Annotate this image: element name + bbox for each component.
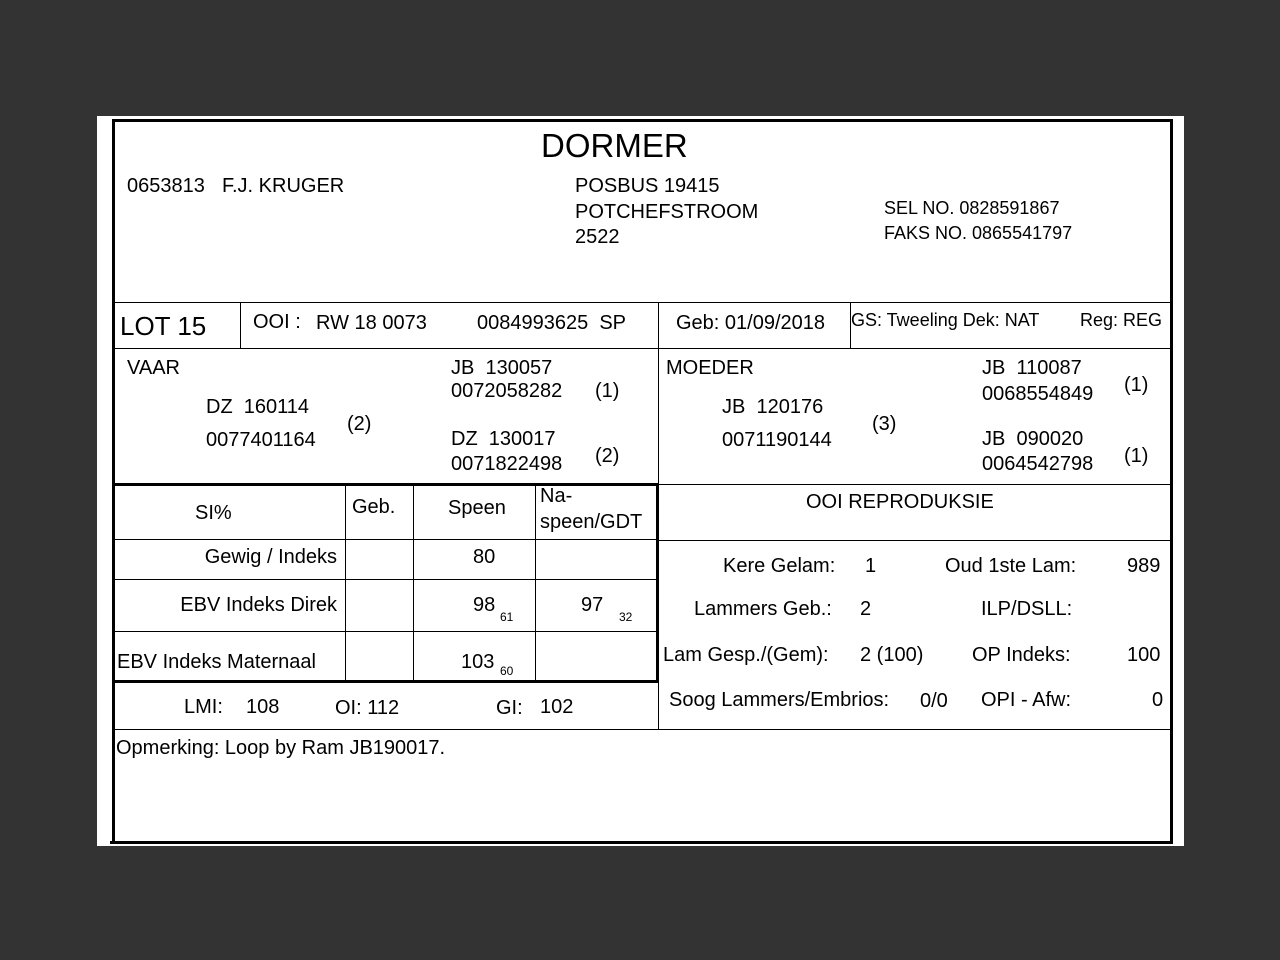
paternal-granddam-number: 0071822498 [451,453,563,475]
opi-value: 0 [1152,689,1164,711]
maternal-granddam-id: JB 090020 [982,428,1084,450]
speen-accuracy: 61 [500,610,514,624]
opi-label: OPI - Afw: [981,689,1072,711]
oud-label: Oud 1ste Lam: [945,555,1077,577]
op-label: OP Indeks: [972,644,1071,666]
soog-value: 0/0 [920,690,948,712]
kere-value: 1 [865,555,877,577]
paternal-grandsire-id: JB 130057 [451,357,553,379]
breeder-number: 0653813 [127,175,205,197]
divider [658,302,659,484]
divider [240,302,241,348]
birth-status: GS: Tweeling Dek: NAT [851,310,1040,330]
border-top [112,119,1173,122]
ilp-label: ILP/DSLL: [981,598,1073,620]
divider [113,729,1172,730]
sire-id: DZ 160114 [206,396,310,418]
paternal-granddam-count: (2) [595,445,620,467]
maternal-grandsire-number: 0068554849 [982,383,1094,405]
moeder-label: MOEDER [666,357,754,379]
maternal-granddam-number: 0064542798 [982,453,1094,475]
oud-value: 989 [1127,555,1161,577]
sire-count: (2) [347,413,372,435]
divider [659,484,1172,485]
oi-value: OI: 112 [335,697,400,719]
speen-header: Speen [448,497,506,519]
paternal-grandsire-count: (1) [595,380,620,402]
birth-date: Geb: 01/09/2018 [676,312,826,334]
ooi-reg-number: 0084993625 SP [477,312,627,334]
lammers-label: Lammers Geb.: [694,598,832,620]
cell-number: SEL NO. 0828591867 [884,198,1060,218]
op-value: 100 [1127,644,1161,666]
divider [113,348,1172,349]
paternal-grandsire-number: 0072058282 [451,380,563,402]
dam-id: JB 120176 [722,396,824,418]
address-line: POSBUS 19415 [575,175,720,197]
registration: Reg: REG [1080,310,1163,330]
divider [113,483,659,486]
divider [113,579,659,580]
speen-value: 98 [473,594,496,616]
ooi-id: RW 18 0073 [316,312,427,334]
si-header: SI% [195,502,232,524]
gi-value: 102 [540,696,574,718]
dam-count: (3) [872,413,897,435]
divider [113,539,659,540]
repro-title: OOI REPRODUKSIE [806,491,994,513]
border-left [112,120,115,844]
maternal-granddam-count: (1) [1124,445,1149,467]
ooi-label: OOI : [253,311,301,333]
lmi-value: 108 [246,696,280,718]
divider [656,484,659,682]
breed-title: DORMER [541,127,688,164]
divider [113,631,659,632]
naspeen-header: Na- [540,485,573,507]
sire-number: 0077401164 [206,429,316,451]
border-right [1170,120,1173,844]
divider [345,484,346,682]
divider [413,484,414,682]
divider [113,302,1172,303]
lammers-value: 2 [860,598,872,620]
speen-accuracy: 60 [500,664,514,678]
speen-value: 103 [461,651,495,673]
kere-label: Kere Gelam: [723,555,836,577]
remark: Opmerking: Loop by Ram JB190017. [116,737,446,759]
gesp-label: Lam Gesp./(Gem): [663,644,829,666]
lot-card [97,116,1184,846]
geb-header: Geb. [352,496,396,518]
lot-number: LOT 15 [120,311,207,341]
gesp-value: 2 (100) [860,644,924,666]
maternal-grandsire-count: (1) [1124,374,1149,396]
address-line: 2522 [575,226,620,248]
border-bottom [110,841,1173,844]
divider [659,540,1172,541]
vaar-label: VAAR [127,357,180,379]
breeder-name: F.J. KRUGER [222,175,345,197]
divider [658,682,659,729]
naspeen-accuracy: 32 [619,610,633,624]
gi-label: GI: [496,697,523,719]
naspeen-value: 97 [581,594,604,616]
fax-number: FAKS NO. 0865541797 [884,223,1073,243]
row-label: Gewig / Indeks [204,546,337,568]
naspeen-header: speen/GDT [540,511,643,533]
address-line: POTCHEFSTROOM [575,201,759,223]
divider [850,302,851,348]
divider [535,484,536,682]
row-label: EBV Indeks Maternaal [117,651,316,673]
maternal-grandsire-id: JB 110087 [982,357,1082,379]
row-label: EBV Indeks Direk [180,594,337,616]
soog-label: Soog Lammers/Embrios: [669,689,890,711]
speen-value: 80 [473,546,496,568]
lmi-label: LMI: [184,696,223,718]
dam-number: 0071190144 [722,429,832,451]
paternal-granddam-id: DZ 130017 [451,428,556,450]
divider [113,680,659,683]
